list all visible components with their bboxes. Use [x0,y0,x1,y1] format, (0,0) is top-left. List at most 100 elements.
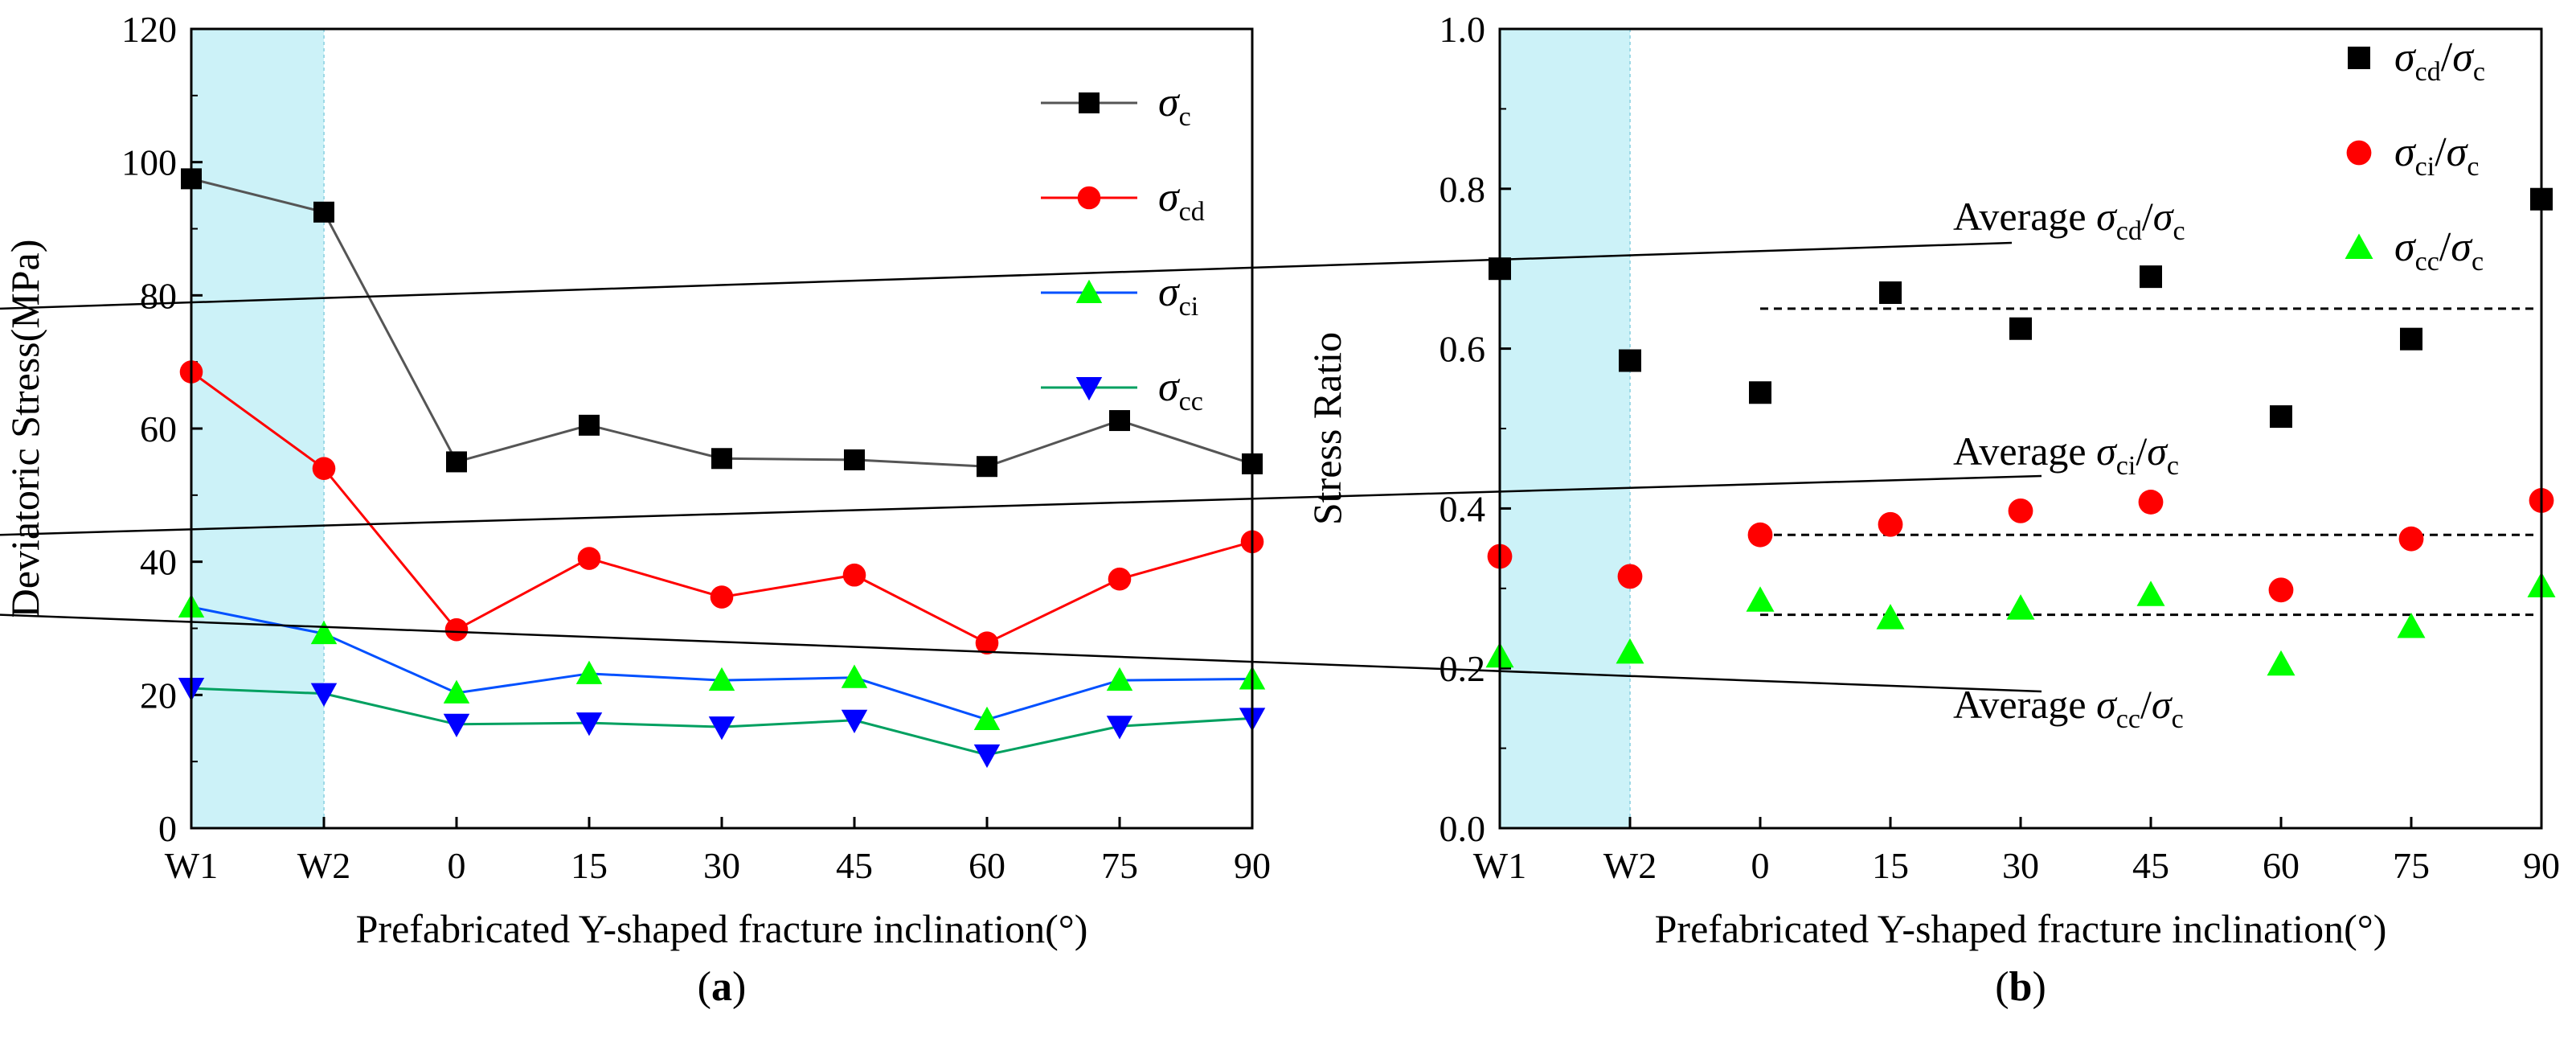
legend-label: σci [1158,269,1198,322]
data-point [579,414,600,436]
series-line [190,605,1253,721]
data-point [977,456,997,478]
subscript: ci [2415,152,2435,182]
legend-marker [2345,233,2373,259]
data-point [2008,498,2033,523]
data-point [708,716,735,741]
data-point [1616,638,1644,664]
legend-label: σc [1158,80,1191,132]
paren: ( [698,964,711,1010]
series-ci [1487,488,2554,603]
sigma-symbol: σ [2096,682,2118,727]
subscript: cd [2415,57,2441,87]
paren: ) [2032,964,2046,1010]
average-leader [0,474,2042,536]
data-point [1878,511,1903,537]
data-point [841,664,868,688]
legend-label: σci/σc [2394,129,2479,182]
data-point [2268,577,2294,603]
series-ci [178,593,1266,730]
data-point [2140,265,2162,289]
data-point [2136,581,2165,606]
sigma-symbol: σ [2147,429,2169,474]
subscript: c [2167,451,2179,481]
y-tick-label: 0.0 [1440,808,1486,849]
data-point [1876,604,1905,630]
legend-label: σcc [1158,364,1203,416]
panel-b-ratio-chart: 0.00.20.40.60.81.0W1W20153045607590Prefa… [0,9,2560,1010]
sigma-symbol: σ [1158,269,1181,315]
legend-marker [1079,92,1100,113]
sigma-symbol: σ [2096,429,2118,474]
y-tick-label: 0 [158,808,177,849]
subscript: cd [2116,216,2142,246]
sigma-symbol: σ [2152,682,2173,727]
sigma-symbol: σ [2394,129,2417,175]
highlight-band [1500,29,1630,828]
data-point [577,547,601,570]
legend-marker [2346,140,2372,166]
x-tick-label: 15 [571,845,608,886]
sigma-symbol: σ [2447,129,2469,175]
y-tick-label: 1.0 [1440,9,1486,50]
data-point [443,679,470,704]
data-point [2006,594,2035,620]
data-point [2397,613,2426,638]
y-tick-label: 80 [140,275,177,316]
x-tick-label: W1 [1473,845,1526,886]
data-point [2267,650,2295,676]
data-point [844,449,865,470]
data-point [1617,564,1643,589]
legend-marker [1077,186,1101,210]
data-point [973,744,1001,769]
x-axis-title: Prefabricated Y-shaped fracture inclinat… [356,906,1088,951]
x-tick-label: 30 [2002,845,2039,886]
y-tick-label: 0.8 [1440,169,1486,210]
data-point [973,706,1001,730]
slash: / [2439,224,2451,270]
data-point [1747,522,1773,548]
y-tick-label: 60 [140,408,177,449]
subscript: cd [1179,197,1205,227]
legend-marker [1075,377,1103,401]
subscript: c [2473,57,2485,87]
data-point [310,620,338,645]
sigma-symbol: σ [2096,194,2118,239]
sigma-symbol: σ [2153,194,2175,239]
x-tick-label: 75 [1101,845,1138,886]
plot-frame [1498,27,2543,830]
subscript: cc [2415,247,2439,277]
data-point [1108,567,1132,591]
data-point [443,713,470,738]
data-point [1746,586,1775,612]
paren: ( [1995,964,2009,1010]
x-tick-label: 0 [1751,845,1770,886]
sigma-symbol: σ [2451,224,2473,270]
average-leader [0,241,2013,310]
y-axis-title: Deviatoric Stress(MPa) [2,240,47,618]
series-cc [178,678,1266,769]
data-point [711,448,732,470]
average-word: Average [1953,429,2096,474]
data-point [575,660,603,684]
series-c [181,168,1263,478]
panel-letter: a [711,964,732,1010]
slash: / [2435,129,2447,175]
data-point [1106,667,1133,691]
x-tick-label: 0 [448,845,466,886]
slash: / [2140,682,2152,727]
sigma-symbol: σ [1158,364,1181,410]
average-word: Average [1953,682,2096,727]
data-point [2138,490,2164,515]
legend-label: σcd/σc [2394,35,2485,87]
data-point [313,201,334,223]
y-tick-label: 40 [140,542,177,583]
data-point [2270,405,2292,429]
data-point [2398,526,2424,552]
x-axis-title: Prefabricated Y-shaped fracture inclinat… [1655,906,2387,951]
average-word: Average [1953,194,2096,239]
panel-label: (a) [698,964,747,1010]
subscript: c [2172,704,2184,734]
data-point [310,683,338,707]
subscript: cc [1179,387,1203,416]
